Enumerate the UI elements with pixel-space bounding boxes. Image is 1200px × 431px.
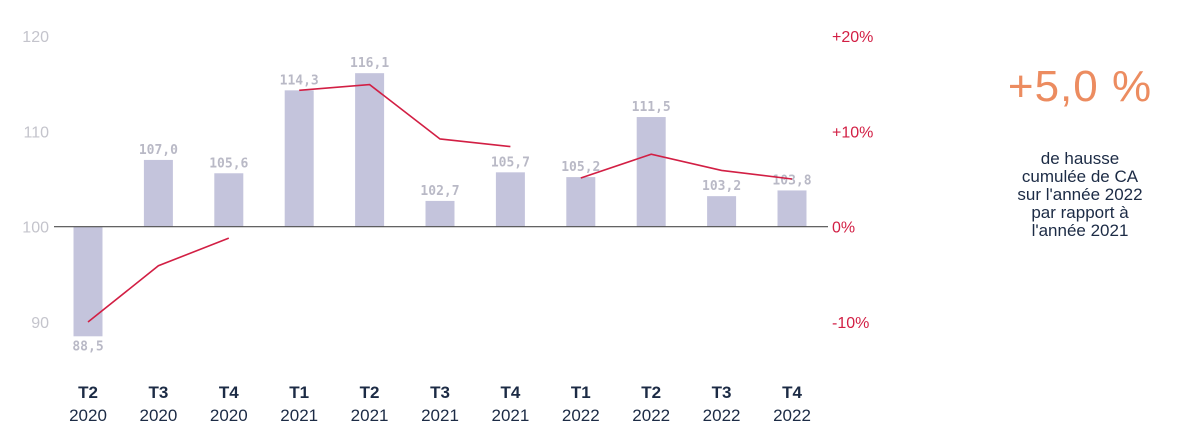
bar xyxy=(425,200,455,227)
bar-value-label: 107,0 xyxy=(139,143,178,158)
bar xyxy=(73,226,103,337)
kpi-caption-line: par rapport à xyxy=(1031,203,1129,222)
bar-value-label: 105,6 xyxy=(209,156,248,171)
kpi-caption-line: de hausse xyxy=(1040,149,1120,168)
kpi-value: +5,0 % xyxy=(1007,62,1153,111)
bar-value-label: 105,7 xyxy=(491,155,530,170)
bar-value-label: 88,5 xyxy=(72,339,103,354)
kpi-caption: de hausse cumulée de CA sur l'année 2022… xyxy=(1000,150,1160,240)
x-tick-year: 2021 xyxy=(491,406,529,425)
growth-line xyxy=(580,153,793,180)
x-tick-year: 2022 xyxy=(773,406,811,425)
kpi-caption-line: l'année 2021 xyxy=(1031,221,1129,240)
right-axis-tick: +10% xyxy=(832,124,873,141)
right-axis-tick: -10% xyxy=(832,315,869,332)
x-tick-quarter: T4 xyxy=(782,383,802,402)
bar xyxy=(707,196,737,227)
bar xyxy=(284,90,314,227)
x-tick-quarter: T2 xyxy=(641,383,661,402)
chart: 90 100 110 120 -10% 0% +10% +20% 88,5 107,0 105,6 1… xyxy=(22,29,873,425)
x-tick-year: 2020 xyxy=(210,406,248,425)
bar-value-label: 102,7 xyxy=(420,184,459,199)
x-tick-year: 2020 xyxy=(69,406,107,425)
kpi-caption-line: sur l'année 2022 xyxy=(1017,185,1143,204)
kpi-caption-line: cumulée de CA xyxy=(1021,167,1139,186)
x-tick-year: 2021 xyxy=(421,406,459,425)
growth-line xyxy=(299,83,511,148)
left-axis-tick: 90 xyxy=(31,315,49,332)
bar xyxy=(214,173,244,227)
bar-value-label: 105,2 xyxy=(561,160,600,175)
right-axis-tick: 0% xyxy=(832,220,855,237)
x-tick-quarter: T2 xyxy=(78,383,98,402)
x-tick-quarter: T2 xyxy=(360,383,380,402)
bar-value-label: 111,5 xyxy=(632,100,671,115)
x-tick-quarter: T1 xyxy=(289,383,309,402)
left-axis-tick: 100 xyxy=(22,220,49,237)
x-tick-year: 2020 xyxy=(139,406,177,425)
bar xyxy=(566,177,596,227)
x-tick-year: 2022 xyxy=(562,406,600,425)
bar xyxy=(143,159,173,227)
x-tick-year: 2022 xyxy=(703,406,741,425)
bar-value-label: 114,3 xyxy=(280,73,319,88)
left-axis-tick: 120 xyxy=(22,29,49,46)
right-axis-tick: +20% xyxy=(832,29,873,46)
x-tick-quarter: T4 xyxy=(219,383,239,402)
x-tick-year: 2021 xyxy=(280,406,318,425)
x-tick-quarter: T1 xyxy=(571,383,591,402)
bar xyxy=(636,117,666,227)
bar xyxy=(495,172,525,227)
left-axis-tick: 110 xyxy=(23,124,49,141)
x-tick-quarter: T3 xyxy=(712,383,732,402)
bar-value-label: 116,1 xyxy=(350,56,389,71)
x-tick-quarter: T4 xyxy=(500,383,520,402)
x-tick-year: 2022 xyxy=(632,406,670,425)
x-tick-quarter: T3 xyxy=(430,383,450,402)
x-tick-quarter: T3 xyxy=(148,383,168,402)
growth-line xyxy=(87,237,230,323)
bar-value-label: 103,8 xyxy=(772,173,811,188)
bar xyxy=(777,190,807,227)
bar xyxy=(355,73,385,227)
x-tick-year: 2021 xyxy=(351,406,389,425)
bar-value-label: 103,2 xyxy=(702,179,741,194)
